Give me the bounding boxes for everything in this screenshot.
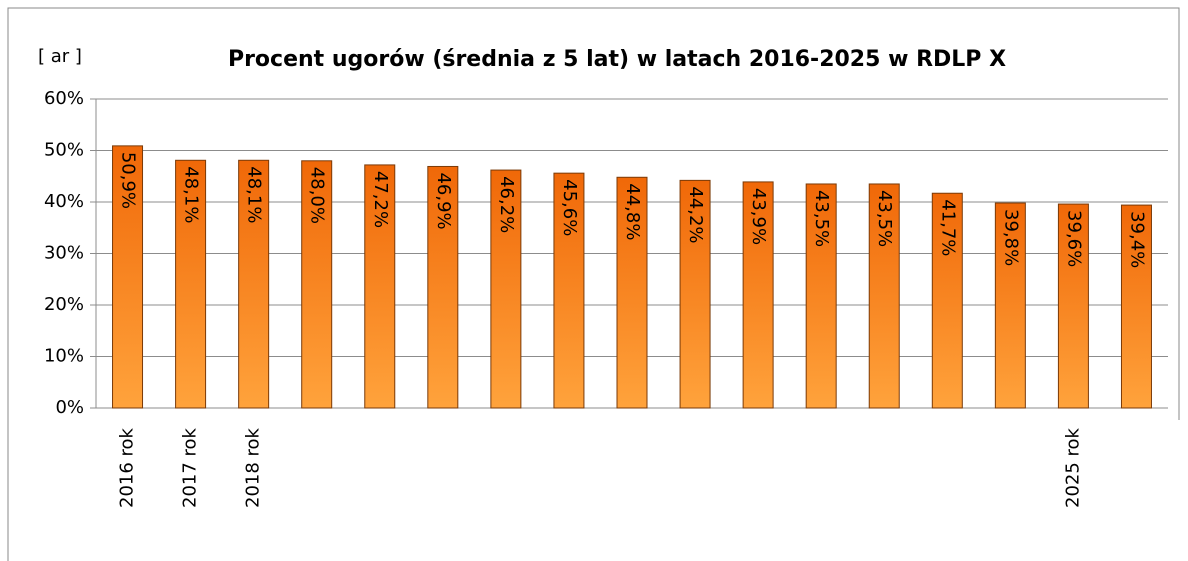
bar xyxy=(553,172,585,409)
y-tick-label: 50% xyxy=(44,140,84,161)
x-tick-label: 2025 rok xyxy=(1062,427,1083,508)
value-label: 39,6% xyxy=(1063,210,1084,267)
y-tick-label: 10% xyxy=(44,346,84,367)
bar xyxy=(175,159,207,409)
value-label: 41,7% xyxy=(937,199,958,256)
x-tick-label: 2017 rok xyxy=(180,427,201,508)
value-label: 48,0% xyxy=(307,167,328,224)
value-label: 48,1% xyxy=(244,166,265,223)
bar xyxy=(805,183,837,409)
y-tick-label: 40% xyxy=(44,191,84,212)
value-label: 46,9% xyxy=(433,172,454,229)
bar xyxy=(427,165,459,409)
bar xyxy=(742,181,774,409)
bar xyxy=(364,164,396,409)
y-tick-label: 60% xyxy=(44,88,84,109)
bar xyxy=(994,202,1026,409)
x-tick-label: 2016 rok xyxy=(117,427,138,508)
chart-title: Procent ugorów (średnia z 5 lat) w latac… xyxy=(228,47,1006,72)
bar xyxy=(931,192,963,409)
y-tick-label: 20% xyxy=(44,294,84,315)
bar xyxy=(301,160,333,409)
bar xyxy=(238,159,270,409)
value-label: 45,6% xyxy=(559,179,580,236)
value-label: 44,8% xyxy=(622,183,643,240)
value-label: 50,9% xyxy=(118,152,139,209)
bar xyxy=(616,176,648,409)
value-label: 47,2% xyxy=(370,171,391,228)
y-tick-label: 30% xyxy=(44,243,84,264)
bar xyxy=(679,179,711,409)
bar xyxy=(868,183,900,409)
y-axis-label: [ ar ] xyxy=(38,46,82,67)
value-label: 39,8% xyxy=(1000,209,1021,266)
bar xyxy=(1057,203,1089,409)
chart-frame xyxy=(7,7,1180,561)
value-label: 43,9% xyxy=(748,188,769,245)
y-tick-label: 0% xyxy=(55,397,84,418)
value-label: 43,5% xyxy=(811,190,832,247)
bar xyxy=(490,169,522,409)
x-tick-label: 2018 rok xyxy=(243,427,264,508)
bar xyxy=(1120,204,1152,409)
value-label: 46,2% xyxy=(496,176,517,233)
bar xyxy=(112,145,144,409)
value-label: 43,5% xyxy=(874,190,895,247)
value-label: 44,2% xyxy=(685,186,706,243)
value-label: 48,1% xyxy=(181,166,202,223)
value-label: 39,4% xyxy=(1126,211,1147,268)
